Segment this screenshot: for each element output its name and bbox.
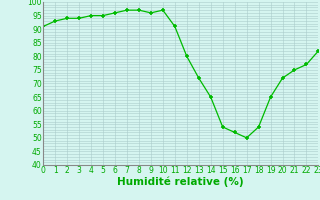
X-axis label: Humidité relative (%): Humidité relative (%) (117, 177, 244, 187)
